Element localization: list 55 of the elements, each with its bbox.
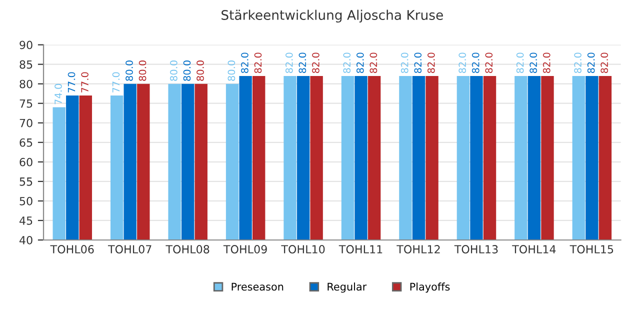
y-tick-label: 50 — [20, 196, 32, 206]
data-label: 82.0 — [254, 52, 262, 74]
legend-label: Preseason — [232, 282, 284, 291]
data-label: 80.0 — [196, 60, 204, 81]
y-tick-label: 55 — [20, 178, 32, 186]
data-label: 82.0 — [356, 52, 364, 74]
x-tick-label: TOHL15 — [570, 245, 614, 254]
data-label: 82.0 — [343, 52, 351, 74]
x-tick-label: TOHL10 — [281, 245, 325, 254]
data-label: 82.0 — [241, 52, 248, 74]
legend-label: Regular — [328, 282, 367, 293]
y-tick-label: 90 — [20, 40, 32, 50]
data-label: 80.0 — [126, 60, 133, 81]
data-label: 74.0 — [54, 84, 62, 104]
data-label: 80.0 — [138, 60, 146, 81]
x-tick-label: TOHL11 — [338, 245, 382, 254]
data-label: 82.0 — [414, 52, 422, 74]
data-label: 80.0 — [183, 60, 191, 81]
data-label: 82.0 — [574, 52, 582, 74]
data-label: 82.0 — [516, 52, 524, 74]
y-tick-label: 75 — [20, 99, 32, 108]
data-label: 77.0 — [81, 72, 88, 92]
data-label: 82.0 — [530, 52, 538, 74]
data-label: 82.0 — [285, 52, 293, 74]
x-tick-label: TOHL07 — [108, 245, 152, 254]
data-label: 82.0 — [312, 52, 320, 74]
data-label: 82.0 — [370, 52, 378, 74]
data-label: 82.0 — [542, 52, 550, 74]
chart-title: Stärkeentwicklung Aljoscha Kruse — [222, 10, 443, 23]
x-tick-label: TOHL14 — [512, 245, 556, 254]
data-label: 82.0 — [600, 52, 608, 74]
data-label: 82.0 — [587, 52, 595, 74]
data-label: 77.0 — [112, 72, 120, 92]
x-tick-label: TOHL06 — [50, 245, 94, 254]
y-tick-label: 40 — [20, 236, 32, 244]
data-label: 82.0 — [298, 52, 306, 74]
data-label: 82.0 — [427, 52, 435, 74]
x-tick-label: TOHL13 — [454, 245, 498, 254]
data-label: 82.0 — [485, 52, 493, 74]
y-tick-label: 70 — [20, 118, 32, 128]
y-tick-label: 65 — [20, 138, 32, 147]
data-label: 82.0 — [400, 52, 408, 74]
y-tick-label: 45 — [20, 216, 32, 225]
x-tick-label: TOHL09 — [223, 245, 267, 254]
data-label: 80.0 — [170, 60, 178, 81]
data-label: 80.0 — [228, 60, 236, 81]
legend-label: Playoffs — [410, 282, 450, 293]
y-tick-label: 80 — [20, 80, 32, 88]
data-label: 77.0 — [68, 72, 76, 92]
data-label: 82.0 — [458, 52, 466, 74]
x-tick-label: TOHL08 — [166, 245, 210, 254]
data-label: 82.0 — [472, 52, 480, 74]
y-tick-label: 85 — [20, 60, 32, 69]
x-tick-label: TOHL12 — [396, 245, 440, 254]
y-tick-label: 60 — [20, 158, 32, 166]
